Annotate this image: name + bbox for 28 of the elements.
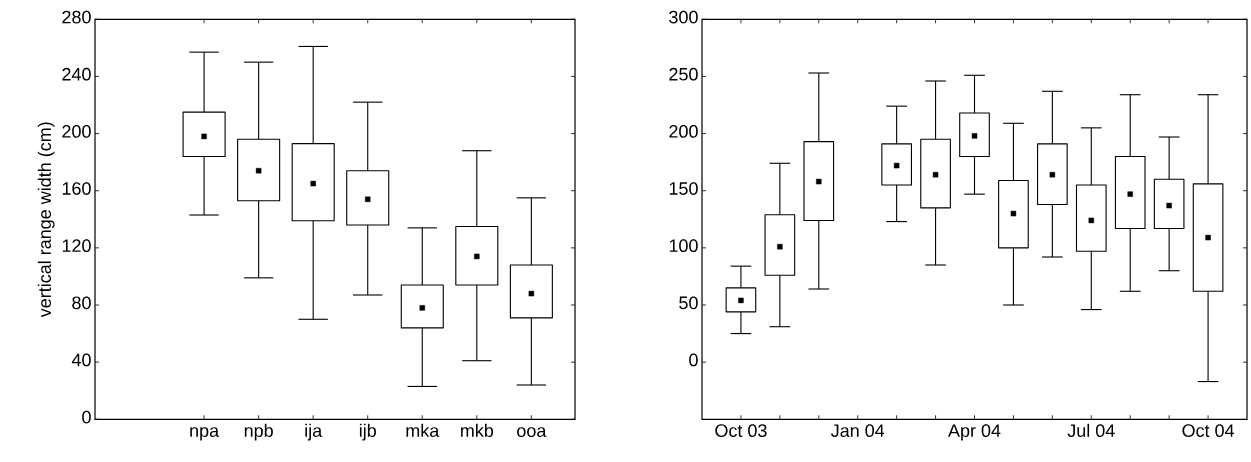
- x-tick-label: Oct 03: [715, 424, 767, 437]
- x-tick-label: ooa: [517, 427, 547, 437]
- y-tick-label: 280: [62, 10, 91, 24]
- y-tick-label: 250: [669, 67, 698, 81]
- y-tick-label: 80: [72, 296, 91, 310]
- y-tick-label: 40: [71, 353, 91, 367]
- y-tick-label: 200: [62, 125, 91, 138]
- y-tick-label: 160: [62, 182, 91, 195]
- x-tick-label: Oct 04: [1182, 424, 1235, 437]
- y-tick-label: 300: [669, 10, 698, 24]
- x-tick-label: mkb: [461, 423, 494, 437]
- x-tick-label: Jul 04: [1067, 423, 1115, 437]
- y-tick-label: 0: [689, 353, 698, 367]
- y-tick-label: 200: [669, 125, 698, 138]
- x-tick-label: ijb: [359, 423, 376, 441]
- x-tick-label: npb: [244, 423, 273, 441]
- y-tick-label: 50: [679, 296, 698, 310]
- x-tick-label: ija: [305, 423, 323, 441]
- x-tick-label: Apr 04: [948, 424, 1001, 441]
- y-tick-label: 120: [62, 239, 91, 253]
- x-tick-label: mka: [406, 423, 440, 437]
- y-tick-label: 150: [669, 182, 698, 195]
- x-tick-label: npa: [190, 427, 220, 441]
- y-axis-title: vertical range width (cm): [37, 122, 55, 318]
- y-tick-label: 240: [62, 67, 91, 81]
- x-tick-label: Jan 04: [830, 424, 885, 437]
- y-tick-label: 100: [669, 239, 698, 253]
- y-tick-label: 0: [82, 410, 91, 424]
